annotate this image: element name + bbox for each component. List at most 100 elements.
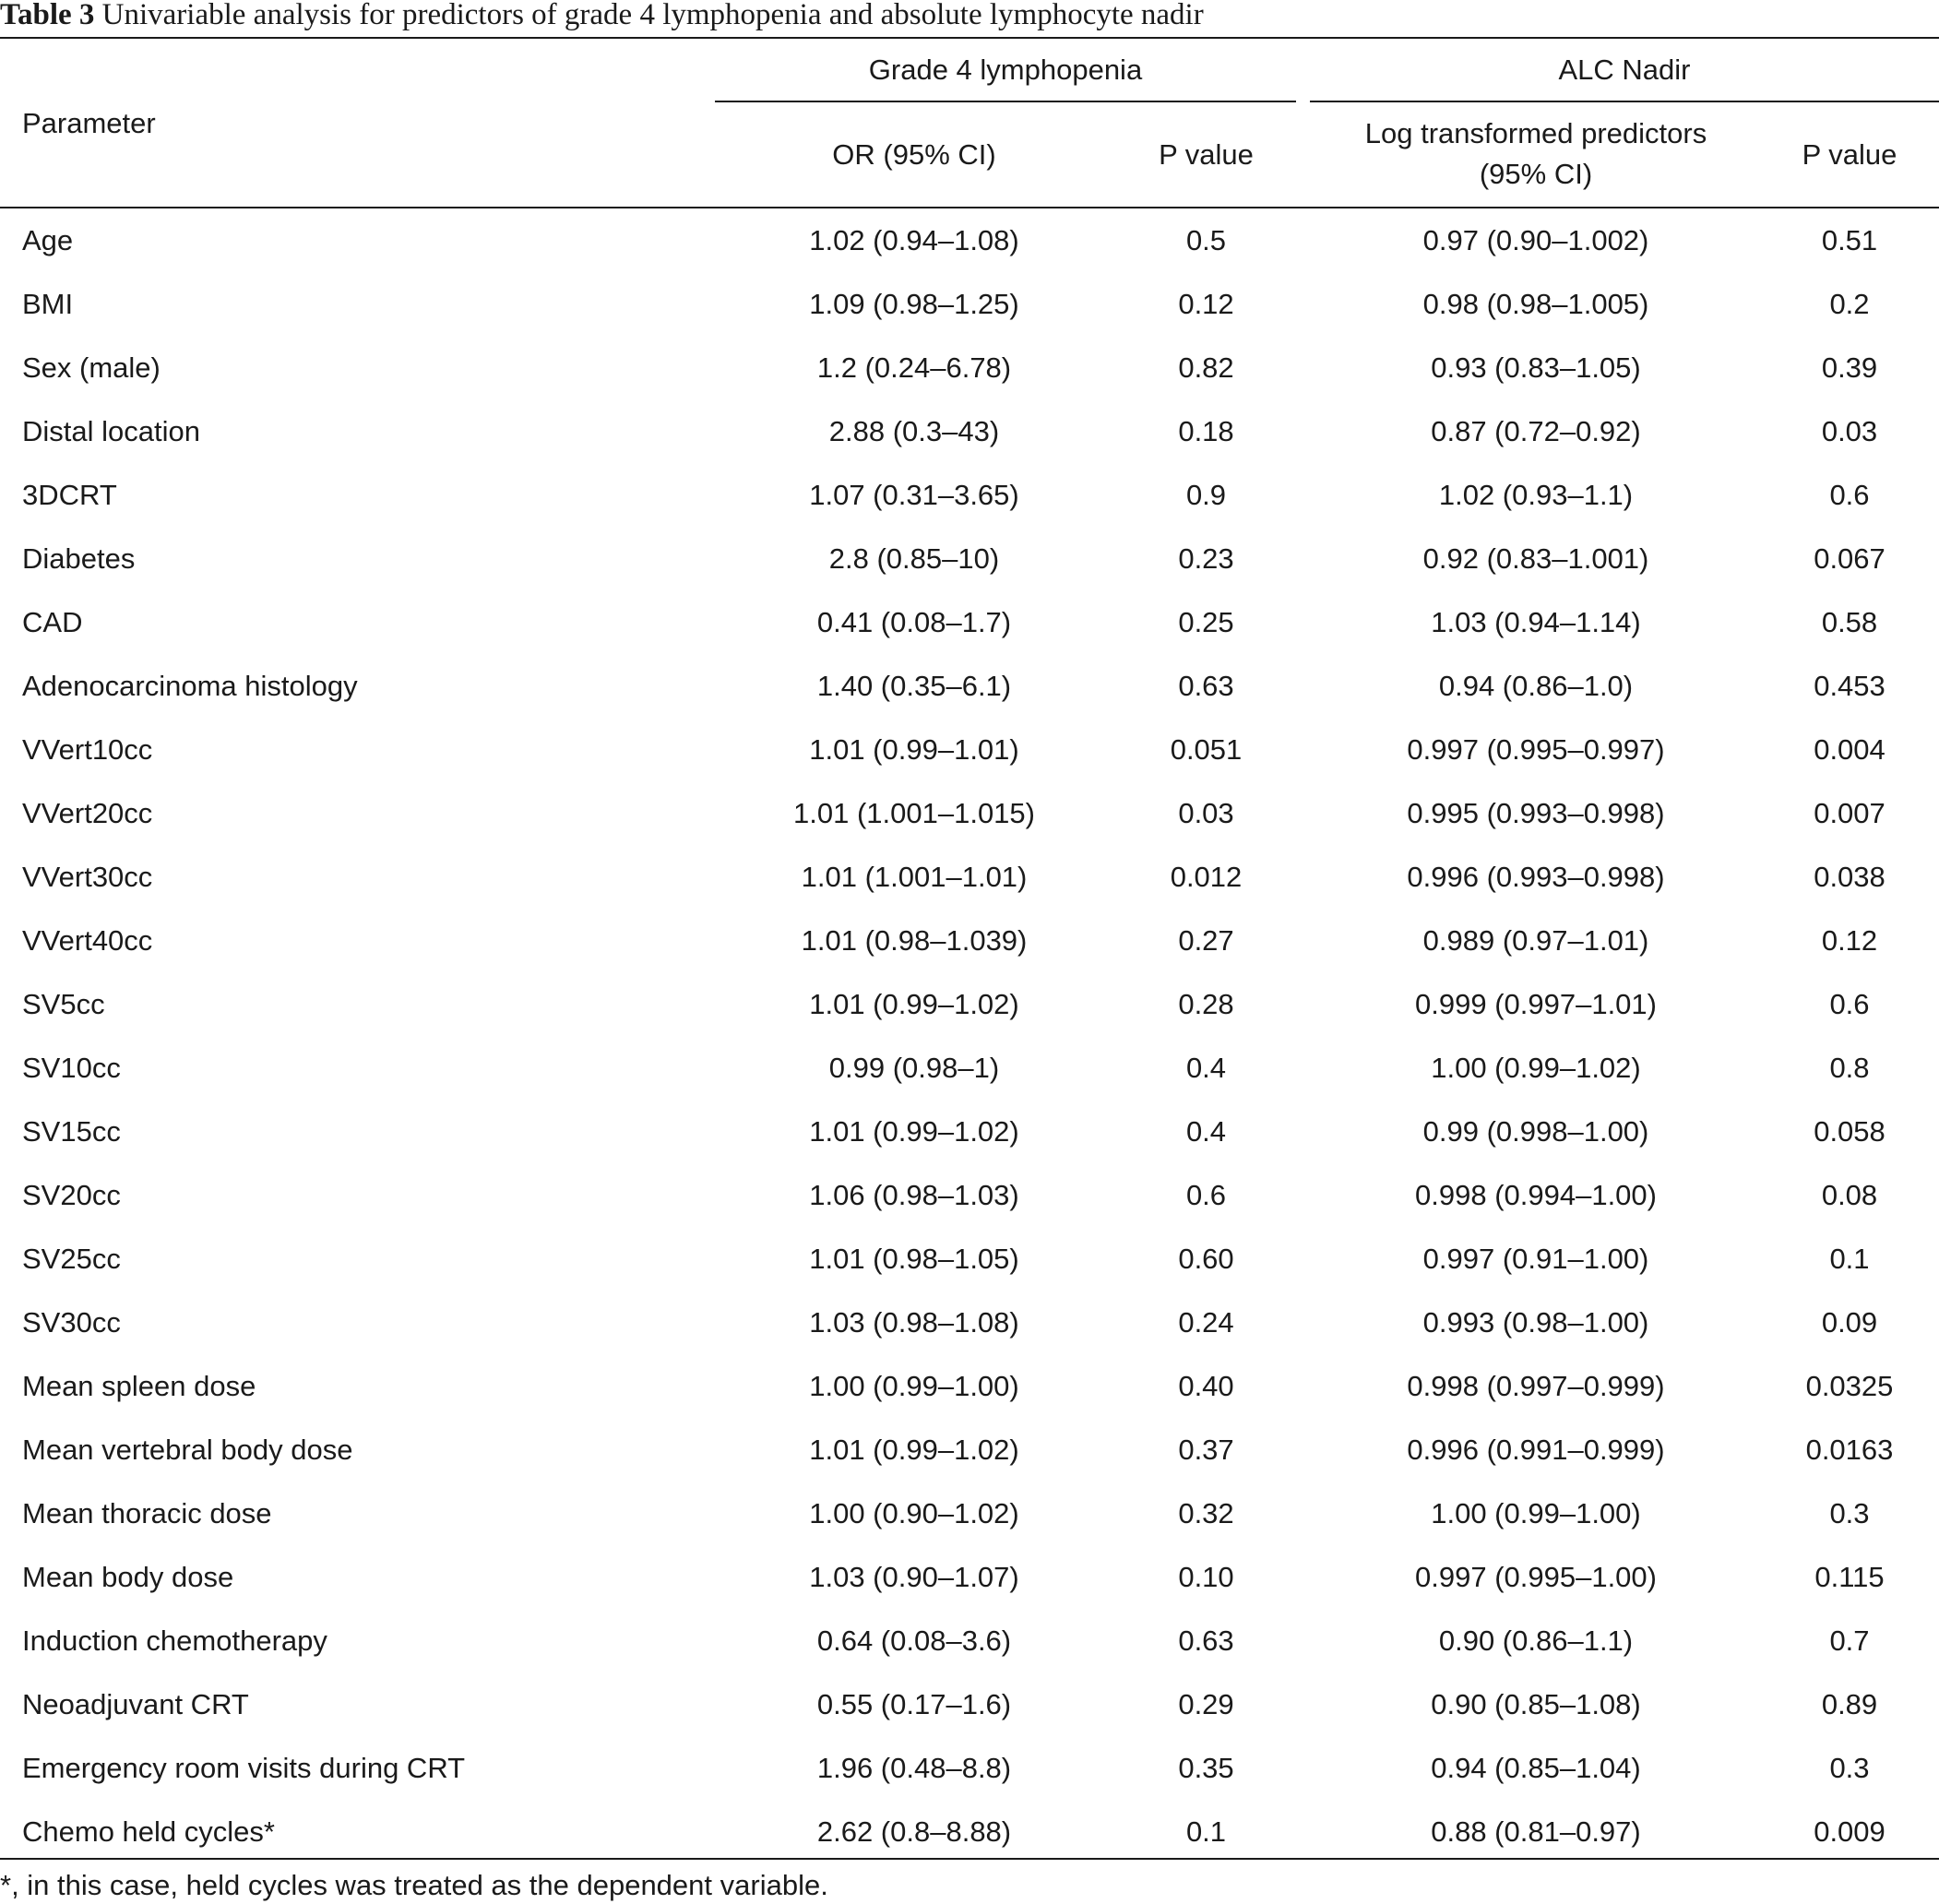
cell-p-value-grade4: 0.60 — [1178, 1243, 1234, 1275]
cell-log-predictor-ci: 0.99 (0.998–1.00) — [1422, 1115, 1649, 1148]
cell-p-value-grade4: 0.63 — [1178, 1624, 1234, 1657]
cell-log-predictor-ci: 0.94 (0.86–1.0) — [1438, 670, 1634, 702]
cell-log-predictor-ci: 0.995 (0.993–0.998) — [1407, 797, 1665, 829]
cell-or-ci: 1.03 (0.90–1.07) — [809, 1561, 1019, 1593]
header-parameter: Parameter — [22, 107, 156, 139]
table-row: Mean thoracic dose 1.00 (0.90–1.02) 0.32 1.… — [0, 1482, 1939, 1545]
cell-p-value-alc: 0.6 — [1829, 988, 1870, 1020]
cell-log-predictor-ci: 0.997 (0.995–1.00) — [1415, 1561, 1657, 1593]
table-row: Neoadjuvant CRT 0.55 (0.17–1.6) 0.29 0.90 (… — [0, 1672, 1939, 1736]
cell-parameter: VVert20cc — [22, 797, 153, 829]
cell-parameter: Distal location — [22, 415, 200, 447]
cell-p-value-grade4: 0.012 — [1170, 861, 1243, 893]
cell-p-value-grade4: 0.29 — [1178, 1688, 1234, 1720]
table-row: Chemo held cycles* 2.62 (0.8–8.88) 0.1 0.88… — [0, 1800, 1939, 1863]
table-caption-text: Univariable analysis for predictors of g… — [101, 0, 1204, 31]
cell-log-predictor-ci: 1.03 (0.94–1.14) — [1431, 606, 1641, 638]
cell-log-predictor-ci: 0.94 (0.85–1.04) — [1431, 1752, 1641, 1784]
cell-parameter: Neoadjuvant CRT — [22, 1688, 249, 1720]
table-row: Age 1.02 (0.94–1.08) 0.5 0.97 (0.90–1.002) 0… — [0, 208, 1939, 272]
cell-p-value-grade4: 0.1 — [1185, 1815, 1227, 1848]
header-or-ci: OR (95% CI) — [832, 138, 996, 171]
table-row: VVert20cc 1.01 (1.001–1.015) 0.03 0.995 (0.… — [0, 781, 1939, 845]
cell-or-ci: 2.88 (0.3–43) — [828, 415, 1000, 447]
table-row: Diabetes 2.8 (0.85–10) 0.23 0.92 (0.83–1.00… — [0, 527, 1939, 590]
header-p-value-grade4: P value — [1159, 138, 1254, 171]
cell-or-ci: 1.06 (0.98–1.03) — [809, 1179, 1019, 1211]
cell-log-predictor-ci: 0.989 (0.97–1.01) — [1422, 924, 1649, 957]
table-top-rule — [0, 37, 1939, 39]
cell-parameter: Mean vertebral body dose — [22, 1434, 353, 1466]
cell-log-predictor-ci: 0.999 (0.997–1.01) — [1415, 988, 1657, 1020]
cell-p-value-alc: 0.08 — [1821, 1179, 1878, 1211]
cell-log-predictor-ci: 1.00 (0.99–1.02) — [1431, 1052, 1641, 1084]
cell-log-predictor-ci: 1.00 (0.99–1.00) — [1431, 1497, 1641, 1529]
cell-log-predictor-ci: 0.996 (0.991–0.999) — [1407, 1434, 1665, 1466]
cell-log-predictor-ci: 0.88 (0.81–0.97) — [1431, 1815, 1641, 1848]
cell-p-value-grade4: 0.9 — [1185, 479, 1227, 511]
cell-log-predictor-ci: 0.997 (0.91–1.00) — [1422, 1243, 1649, 1275]
cell-parameter: SV25cc — [22, 1243, 121, 1275]
cell-p-value-alc: 0.038 — [1814, 861, 1885, 893]
cell-or-ci: 1.01 (0.99–1.02) — [809, 1115, 1019, 1148]
cell-p-value-alc: 0.12 — [1821, 924, 1878, 957]
cell-p-value-alc: 0.004 — [1814, 733, 1885, 766]
cell-or-ci: 1.00 (0.99–1.00) — [809, 1370, 1019, 1402]
cell-p-value-alc: 0.89 — [1821, 1688, 1878, 1720]
header-group-alc-nadir: ALC Nadir — [1558, 54, 1691, 86]
header-group-grade4: Grade 4 lymphopenia — [868, 54, 1143, 86]
cell-log-predictor-ci: 0.998 (0.997–0.999) — [1407, 1370, 1665, 1402]
cell-or-ci: 1.00 (0.90–1.02) — [809, 1497, 1019, 1529]
cell-p-value-alc: 0.3 — [1829, 1752, 1870, 1784]
cell-or-ci: 0.99 (0.98–1) — [828, 1052, 1000, 1084]
cell-p-value-grade4: 0.5 — [1185, 224, 1227, 256]
cell-or-ci: 1.2 (0.24–6.78) — [816, 351, 1012, 384]
table-caption-label: Table 3 — [0, 0, 95, 31]
table-body: Age 1.02 (0.94–1.08) 0.5 0.97 (0.90–1.002) 0… — [0, 208, 1939, 1863]
cell-log-predictor-ci: 0.87 (0.72–0.92) — [1431, 415, 1641, 447]
cell-parameter: Mean spleen dose — [22, 1370, 256, 1402]
cell-p-value-alc: 0.6 — [1829, 479, 1870, 511]
table-footnote: *, in this case, held cycles was treated… — [0, 1869, 828, 1901]
cell-p-value-grade4: 0.35 — [1178, 1752, 1234, 1784]
header-bottom-rule — [0, 207, 1939, 208]
cell-log-predictor-ci: 0.997 (0.995–0.997) — [1407, 733, 1665, 766]
cell-parameter: Diabetes — [22, 542, 136, 575]
cell-p-value-grade4: 0.82 — [1178, 351, 1234, 384]
table-row: SV30cc 1.03 (0.98–1.08) 0.24 0.993 (0.98–1.… — [0, 1291, 1939, 1354]
cell-parameter: VVert30cc — [22, 861, 153, 893]
cell-p-value-alc: 0.0325 — [1805, 1370, 1894, 1402]
cell-log-predictor-ci: 0.90 (0.85–1.08) — [1431, 1688, 1641, 1720]
cell-parameter: BMI — [22, 288, 74, 320]
table-row: SV20cc 1.06 (0.98–1.03) 0.6 0.998 (0.994–1.… — [0, 1163, 1939, 1227]
cell-log-predictor-ci: 0.93 (0.83–1.05) — [1431, 351, 1641, 384]
table-row: Emergency room visits during CRT 1.96 (0.… — [0, 1736, 1939, 1800]
cell-log-predictor-ci: 0.996 (0.993–0.998) — [1407, 861, 1665, 893]
cell-p-value-grade4: 0.28 — [1178, 988, 1234, 1020]
header-p-value-alc: P value — [1802, 138, 1897, 171]
cell-or-ci: 0.55 (0.17–1.6) — [816, 1688, 1012, 1720]
cell-parameter: VVert40cc — [22, 924, 153, 957]
table-row: CAD 0.41 (0.08–1.7) 0.25 1.03 (0.94–1.14) 0.… — [0, 590, 1939, 654]
group-rule-alc-nadir — [1310, 101, 1939, 102]
cell-p-value-alc: 0.115 — [1814, 1561, 1885, 1593]
header-log-transformed: Log transformed predictors (95% CI) — [1310, 113, 1762, 195]
cell-p-value-alc: 0.8 — [1829, 1052, 1870, 1084]
table-row: Mean vertebral body dose 1.01 (0.99–1.02)… — [0, 1418, 1939, 1482]
cell-parameter: SV20cc — [22, 1179, 121, 1211]
cell-p-value-alc: 0.39 — [1821, 351, 1878, 384]
cell-p-value-grade4: 0.4 — [1185, 1052, 1227, 1084]
cell-p-value-alc: 0.058 — [1814, 1115, 1885, 1148]
cell-or-ci: 1.09 (0.98–1.25) — [809, 288, 1019, 320]
group-rule-grade4 — [715, 101, 1296, 102]
header-log-transformed-line1: Log transformed predictors — [1364, 117, 1707, 149]
table-row: Adenocarcinoma histology 1.40 (0.35–6.1) 0… — [0, 654, 1939, 718]
cell-p-value-grade4: 0.4 — [1185, 1115, 1227, 1148]
table-row: VVert40cc 1.01 (0.98–1.039) 0.27 0.989 (0.9… — [0, 909, 1939, 972]
table-row: BMI 1.09 (0.98–1.25) 0.12 0.98 (0.98–1.005)… — [0, 272, 1939, 336]
table-caption: Table 3 Univariable analysis for predict… — [0, 0, 1204, 37]
cell-p-value-grade4: 0.27 — [1178, 924, 1234, 957]
cell-parameter: Adenocarcinoma histology — [22, 670, 358, 702]
cell-log-predictor-ci: 0.993 (0.98–1.00) — [1422, 1306, 1649, 1339]
table-row: SV25cc 1.01 (0.98–1.05) 0.60 0.997 (0.91–1.… — [0, 1227, 1939, 1291]
